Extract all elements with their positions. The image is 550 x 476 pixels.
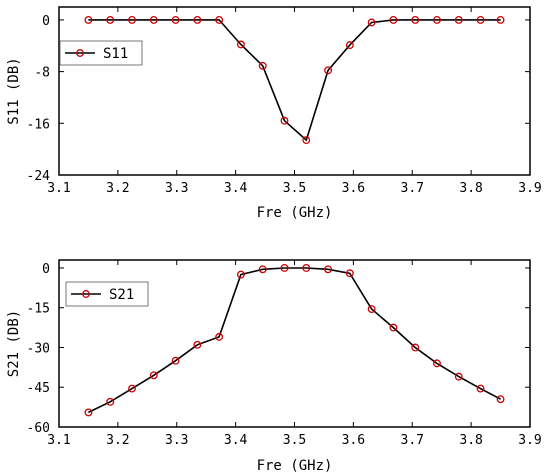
x-tick-label: 3.9: [518, 433, 541, 448]
y-tick-label: -45: [27, 381, 50, 396]
data-point: [302, 264, 311, 272]
data-point: [496, 15, 505, 24]
y-axis-title: S11 (DB): [6, 57, 22, 124]
data-point: [280, 116, 289, 125]
series-line-s11: [88, 19, 501, 142]
data-point: [106, 397, 115, 406]
data-point: [84, 15, 93, 24]
data-point: [236, 40, 245, 49]
x-tick-label: 3.1: [47, 181, 70, 196]
x-tick-label: 3.8: [459, 433, 482, 448]
x-tick-label: 3.3: [165, 433, 188, 448]
data-point: [215, 332, 224, 341]
data-point: [433, 15, 441, 24]
data-point: [193, 15, 202, 24]
x-tick-label: 3.8: [459, 181, 482, 196]
x-axis-title: Fre (GHz): [257, 458, 333, 474]
data-point: [345, 269, 354, 278]
legend-label: S11: [103, 46, 128, 62]
y-tick-label: 0: [42, 14, 50, 29]
data-point: [476, 384, 485, 393]
data-point: [345, 41, 354, 50]
data-point: [258, 265, 267, 274]
data-point: [128, 15, 136, 24]
x-tick-label: 3.6: [342, 181, 365, 196]
data-point: [149, 371, 158, 380]
data-point: [324, 265, 333, 274]
y-tick-label: -16: [27, 117, 50, 132]
x-tick-label: 3.6: [342, 433, 365, 448]
y-axis-title: S21 (DB): [6, 310, 22, 377]
legend-label: S21: [109, 287, 134, 303]
legend-marker: [82, 290, 90, 298]
x-tick-label: 3.2: [106, 181, 129, 196]
data-point: [149, 15, 158, 24]
data-point: [454, 372, 463, 381]
x-tick-label: 3.3: [165, 181, 188, 196]
y-tick-label: -60: [27, 421, 50, 436]
data-point: [389, 323, 398, 332]
x-tick-label: 3.1: [47, 433, 70, 448]
x-tick-label: 3.5: [283, 433, 306, 448]
s21-chart: 3.1 3.2 3.3 3.4 3.5 3.6 3.7 3.8 3.9 0 -15 -30 -45 -60…: [6, 259, 542, 474]
x-tick-label: 3.5: [283, 181, 306, 196]
data-point: [367, 305, 376, 313]
data-point: [389, 15, 398, 24]
x-tick-label: 3.7: [401, 433, 424, 448]
data-point: [496, 395, 505, 404]
data-point: [128, 384, 136, 393]
data-point: [193, 340, 202, 349]
legend-marker: [76, 49, 84, 57]
x-tick-label: 3.9: [518, 181, 541, 196]
x-axis-title: Fre (GHz): [257, 205, 333, 221]
data-point: [236, 270, 245, 279]
data-point: [171, 356, 180, 365]
y-tick-label: -24: [27, 169, 51, 184]
data-point: [302, 136, 311, 145]
data-point: [411, 15, 420, 24]
data-point: [367, 18, 376, 27]
x-tick-label: 3.4: [224, 181, 248, 196]
data-point: [215, 15, 224, 24]
series-line-s21: [88, 267, 501, 414]
data-point: [280, 264, 289, 272]
data-point: [324, 66, 333, 75]
data-point: [84, 408, 93, 417]
data-point: [454, 15, 463, 24]
data-point: [476, 15, 485, 24]
y-tick-label: 0: [42, 262, 50, 277]
data-point: [433, 359, 441, 368]
data-point: [171, 15, 180, 24]
data-point: [411, 343, 420, 352]
plot-frame: [58, 6, 531, 176]
y-tick-label: -8: [34, 66, 50, 81]
y-tick-label: -15: [27, 302, 50, 317]
x-tick-label: 3.2: [106, 433, 129, 448]
data-point: [258, 61, 267, 70]
data-point: [106, 15, 115, 24]
y-tick-label: -30: [27, 341, 50, 356]
x-tick-label: 3.4: [224, 433, 248, 448]
s11-chart: 3.1 3.2 3.3 3.4 3.5 3.6 3.7 3.8 3.9 0 -8 -16 -24 Fre …: [6, 6, 542, 221]
x-tick-label: 3.7: [401, 181, 424, 196]
